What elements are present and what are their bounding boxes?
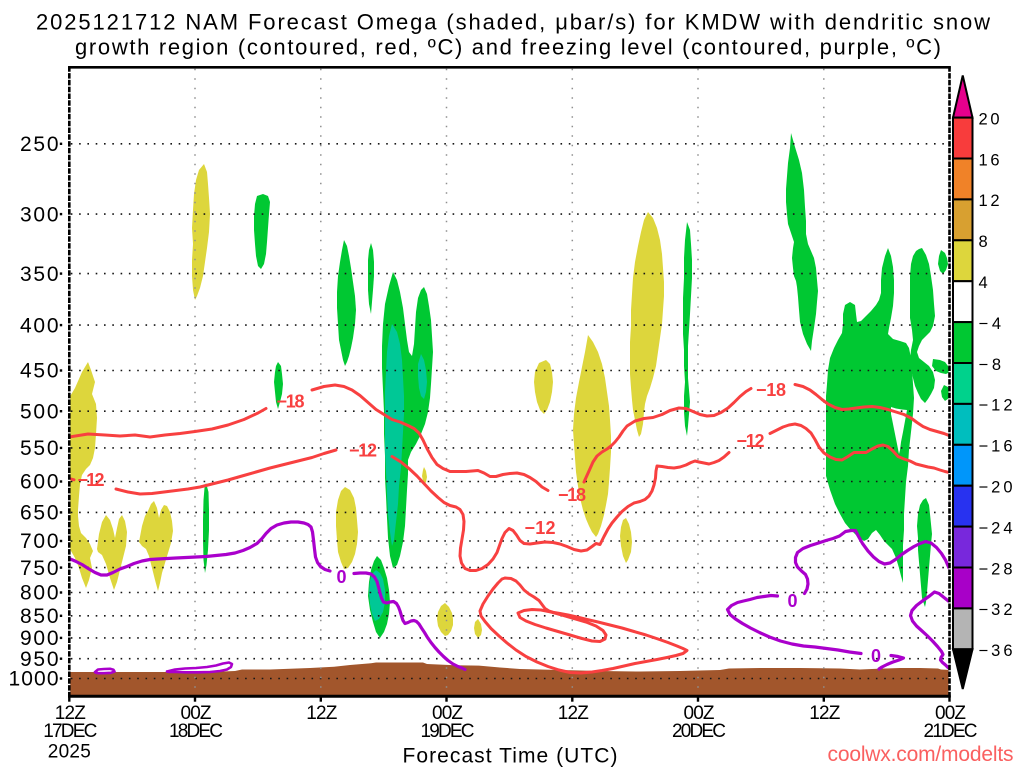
svg-text:00Z: 00Z: [432, 703, 463, 724]
svg-text:2025: 2025: [48, 742, 91, 763]
svg-text:850: 850: [20, 605, 59, 628]
svg-text:−12: −12: [979, 397, 1013, 415]
svg-text:1000: 1000: [9, 668, 59, 691]
svg-text:−16: −16: [979, 438, 1013, 456]
svg-text:950: 950: [20, 648, 59, 671]
svg-text:−12: −12: [349, 441, 377, 461]
svg-text:−36: −36: [979, 642, 1013, 660]
svg-text:900: 900: [20, 627, 59, 650]
svg-text:350: 350: [20, 263, 59, 286]
svg-text:700: 700: [20, 530, 59, 553]
svg-text:−24: −24: [979, 519, 1013, 537]
svg-text:−20: −20: [979, 479, 1013, 497]
svg-text:12Z: 12Z: [306, 703, 337, 724]
svg-text:12Z: 12Z: [558, 703, 589, 724]
svg-text:0: 0: [787, 591, 797, 611]
svg-text:−12: −12: [78, 470, 105, 490]
svg-text:250: 250: [20, 133, 59, 156]
svg-text:450: 450: [20, 360, 59, 383]
svg-text:−18: −18: [756, 380, 786, 400]
svg-text:800: 800: [20, 582, 59, 605]
svg-text:Forecast Time (UTC): Forecast Time (UTC): [403, 745, 618, 768]
svg-text:4: 4: [979, 274, 988, 292]
svg-text:−28: −28: [979, 560, 1013, 578]
svg-text:−12: −12: [525, 518, 556, 538]
svg-text:12Z: 12Z: [809, 703, 840, 724]
svg-text:coolwx.com/modelts: coolwx.com/modelts: [828, 743, 1014, 766]
svg-text:0: 0: [871, 646, 881, 666]
svg-text:750: 750: [20, 557, 59, 580]
svg-text:500: 500: [20, 400, 59, 423]
svg-text:550: 550: [20, 437, 59, 460]
svg-text:−32: −32: [979, 601, 1013, 619]
svg-text:−12: −12: [737, 431, 765, 451]
svg-text:21DEC: 21DEC: [924, 721, 978, 742]
svg-text:12Z: 12Z: [55, 703, 86, 724]
svg-text:−18: −18: [277, 392, 305, 412]
svg-text:19DEC: 19DEC: [421, 721, 475, 742]
svg-text:0: 0: [336, 567, 346, 587]
svg-text:17DEC: 17DEC: [43, 721, 97, 742]
svg-text:growth region (contoured, red,: growth region (contoured, red, ºC) and f…: [75, 35, 941, 60]
svg-text:300: 300: [20, 203, 59, 226]
svg-text:650: 650: [20, 502, 59, 525]
svg-text:00Z: 00Z: [684, 703, 715, 724]
svg-text:−18: −18: [558, 485, 586, 505]
svg-text:00Z: 00Z: [935, 703, 966, 724]
svg-text:400: 400: [20, 314, 59, 337]
svg-text:8: 8: [979, 233, 988, 251]
svg-text:18DEC: 18DEC: [169, 721, 223, 742]
svg-text:2025121712 NAM Forecast Omega: 2025121712 NAM Forecast Omega (shaded, μ…: [36, 10, 990, 35]
svg-text:600: 600: [20, 471, 59, 494]
svg-text:20DEC: 20DEC: [672, 721, 726, 742]
svg-text:00Z: 00Z: [181, 703, 212, 724]
